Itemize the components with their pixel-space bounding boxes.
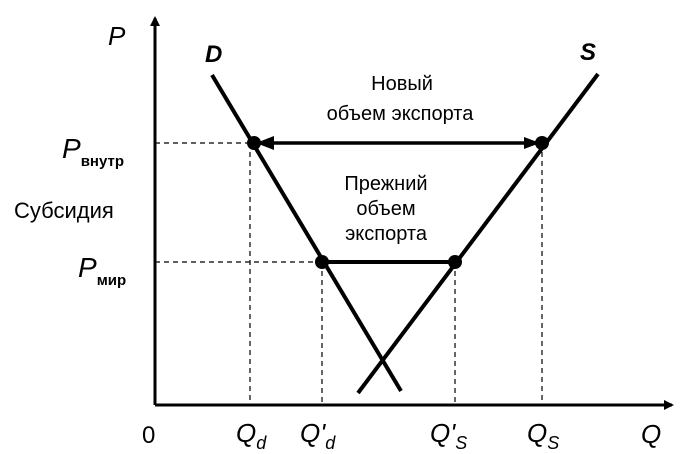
- new-export-line1: Новый: [371, 73, 433, 95]
- world-demand-point: [315, 255, 329, 269]
- demand-label: D: [205, 41, 222, 68]
- domestic-price-label: Pвнутр: [62, 133, 124, 170]
- x-axis-label: Q: [641, 419, 661, 449]
- new-export-arrowhead-left: [256, 136, 274, 150]
- new-export-line2: объем экспорта: [327, 103, 475, 125]
- demand-curve: [210, 73, 403, 393]
- world-supply-point: [448, 255, 462, 269]
- old-export-line3: экспорта: [345, 223, 428, 245]
- supply-label: S: [580, 39, 596, 66]
- domestic-demand-point: [247, 136, 261, 150]
- supply-curve: [356, 72, 600, 395]
- world-price-label: Pмир: [78, 252, 126, 289]
- y-axis-label: P: [108, 21, 126, 51]
- qd-label: Qd: [236, 418, 267, 453]
- old-export-line1: Прежний: [344, 173, 427, 195]
- origin-label: 0: [142, 422, 155, 449]
- guide-lines: [155, 142, 543, 405]
- domestic-supply-point: [535, 136, 549, 150]
- old-export-line2: объем: [356, 198, 415, 220]
- qs-prime-label: Q'S: [430, 418, 467, 453]
- qs-label: QS: [527, 418, 559, 453]
- subsidy-label: Субсидия: [14, 198, 114, 223]
- qd-prime-label: Q'd: [300, 418, 336, 453]
